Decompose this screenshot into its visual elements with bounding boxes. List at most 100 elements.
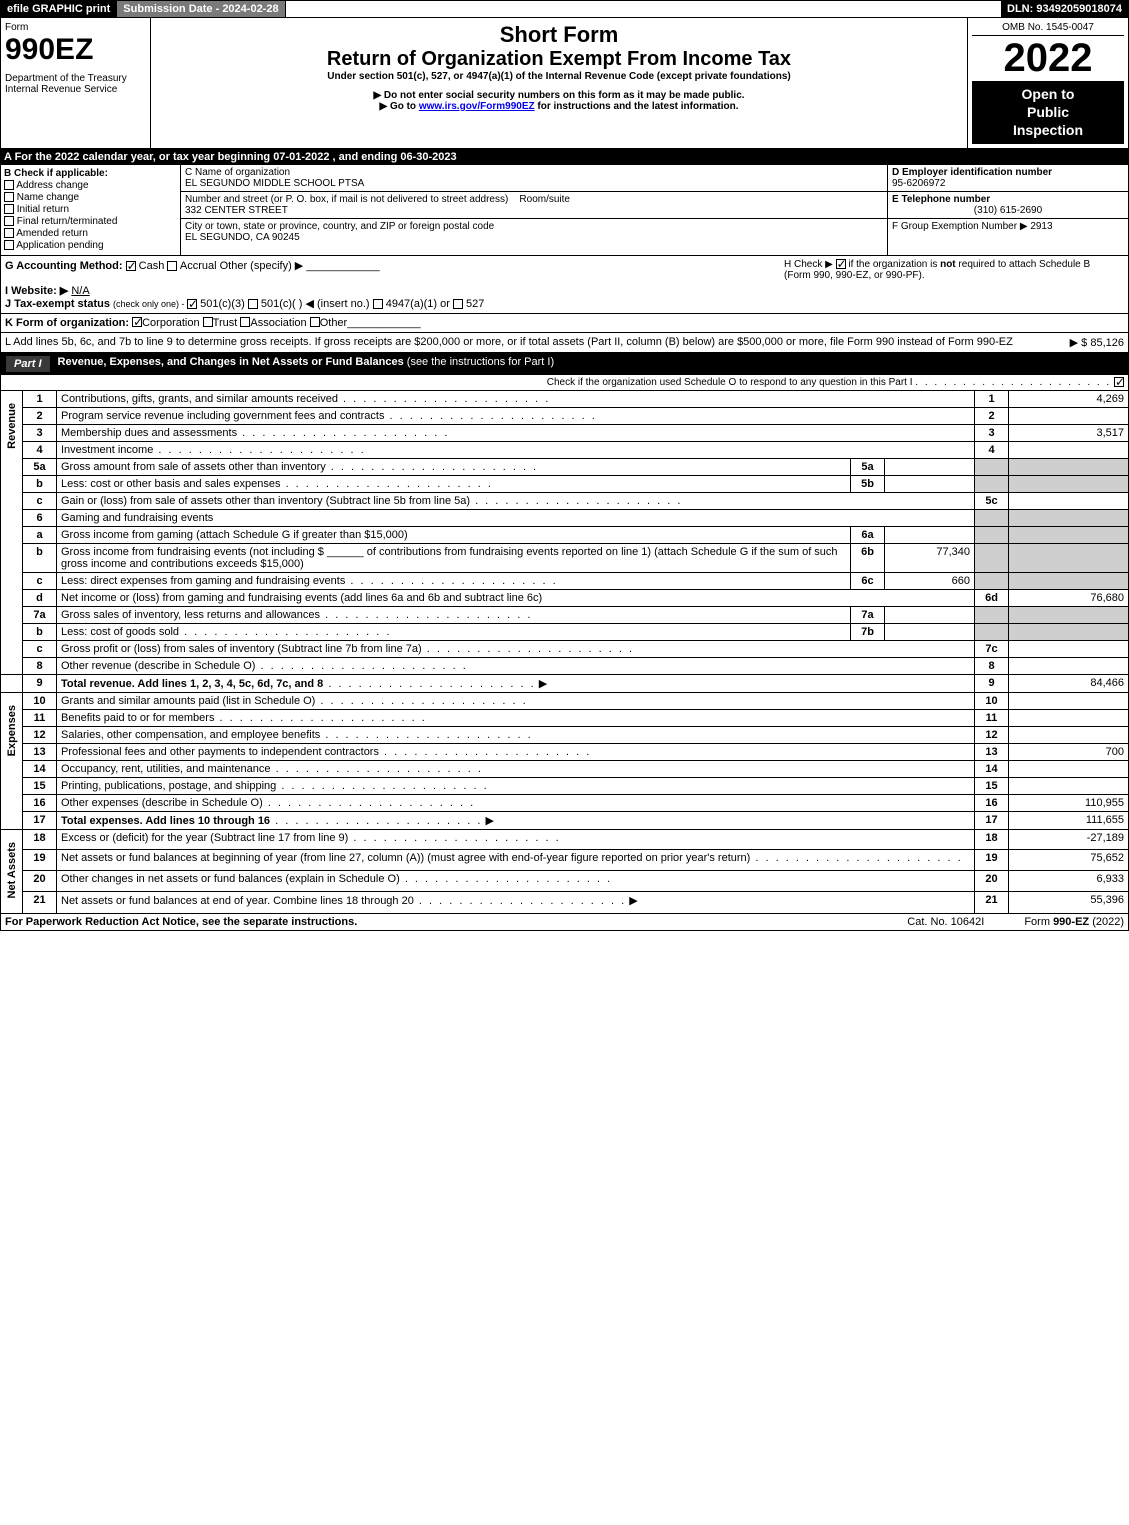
association-checkbox[interactable]: [240, 317, 250, 327]
b-opt-1: Name change: [17, 192, 79, 203]
initial-return-checkbox[interactable]: [4, 204, 14, 214]
line-10-lineno: 10: [975, 692, 1009, 709]
line-1-amount: 4,269: [1009, 391, 1129, 408]
line-12-lineno: 12: [975, 726, 1009, 743]
line-3-lineno: 3: [975, 424, 1009, 441]
line-6d-num: d: [23, 589, 57, 606]
j-label: J Tax-exempt status: [5, 298, 110, 310]
trust-checkbox[interactable]: [203, 317, 213, 327]
line-6b-subnum: 6b: [851, 543, 885, 572]
h-not: not: [940, 259, 956, 270]
schedule-o-checkbox[interactable]: [1114, 377, 1124, 387]
b-opt-4: Amended return: [16, 228, 88, 239]
line-17-lineno: 17: [975, 811, 1009, 829]
irs-link[interactable]: www.irs.gov/Form990EZ: [419, 101, 535, 112]
schedule-b-checkbox[interactable]: [836, 259, 846, 269]
section-c: C Name of organization EL SEGUNDO MIDDLE…: [181, 165, 888, 255]
line-15-desc: Printing, publications, postage, and shi…: [61, 780, 276, 792]
expenses-side-label: Expenses: [6, 695, 18, 766]
efile-print-button[interactable]: efile GRAPHIC print: [1, 1, 117, 17]
org-city: EL SEGUNDO, CA 90245: [185, 232, 300, 243]
line-7b-subnum: 7b: [851, 623, 885, 640]
j-o1: 501(c)(3): [200, 298, 245, 310]
line-14-num: 14: [23, 760, 57, 777]
line-8-amount: [1009, 657, 1129, 674]
part-i-label: Part I: [6, 356, 50, 372]
line-6d-lineno: 6d: [975, 589, 1009, 606]
line-17-arrow: ▶: [485, 815, 493, 827]
line-8-lineno: 8: [975, 657, 1009, 674]
final-return-checkbox[interactable]: [4, 216, 14, 226]
form-word: Form: [5, 22, 146, 33]
line-6-num: 6: [23, 509, 57, 526]
line-10-desc: Grants and similar amounts paid (list in…: [61, 695, 315, 707]
g-accrual: Accrual: [180, 260, 217, 272]
line-10-num: 10: [23, 692, 57, 709]
4947-checkbox[interactable]: [373, 299, 383, 309]
line-16-desc: Other expenses (describe in Schedule O): [61, 797, 263, 809]
b-opt-5: Application pending: [16, 240, 103, 251]
part-i-title-paren: (see the instructions for Part I): [407, 356, 554, 372]
line-5c-lineno: 5c: [975, 492, 1009, 509]
line-21-lineno: 21: [975, 891, 1009, 913]
corporation-checkbox[interactable]: [132, 317, 142, 327]
k-o2: Trust: [213, 317, 238, 329]
line-1-num: 1: [23, 391, 57, 408]
527-checkbox[interactable]: [453, 299, 463, 309]
j-o2: 501(c)( ) ◀ (insert no.): [261, 298, 370, 310]
j-o3: 4947(a)(1) or: [386, 298, 450, 310]
cash-checkbox[interactable]: [126, 261, 136, 271]
h-text2: if the organization is: [848, 259, 940, 270]
line-11-amount: [1009, 709, 1129, 726]
accrual-checkbox[interactable]: [167, 261, 177, 271]
footer-mid: Cat. No. 10642I: [907, 916, 984, 928]
l-amount: ▶ $ 85,126: [1070, 336, 1124, 349]
website-value: N/A: [71, 285, 89, 297]
line-15-lineno: 15: [975, 777, 1009, 794]
501c3-checkbox[interactable]: [187, 299, 197, 309]
line-7b-num: b: [23, 623, 57, 640]
short-form-title: Short Form: [155, 22, 963, 48]
line-6a-subnum: 6a: [851, 526, 885, 543]
line-13-desc: Professional fees and other payments to …: [61, 746, 379, 758]
ein: 95-6206972: [892, 178, 945, 189]
section-k: K Form of organization: Corporation Trus…: [0, 314, 1129, 333]
line-4-lineno: 4: [975, 441, 1009, 458]
c-city-label: City or town, state or province, country…: [185, 221, 494, 232]
open1: Open to: [976, 85, 1120, 103]
line-1-desc: Contributions, gifts, grants, and simila…: [61, 393, 338, 405]
line-19-amount: 75,652: [1009, 850, 1129, 871]
line-3-desc: Membership dues and assessments: [61, 427, 237, 439]
line-21-arrow: ▶: [629, 895, 637, 907]
line-18-desc: Excess or (deficit) for the year (Subtra…: [61, 832, 348, 844]
line-13-amount: 700: [1009, 743, 1129, 760]
line-19-desc: Net assets or fund balances at beginning…: [61, 852, 750, 864]
line-17-desc: Total expenses. Add lines 10 through 16: [61, 815, 270, 827]
application-pending-checkbox[interactable]: [4, 240, 14, 250]
line-2-lineno: 2: [975, 407, 1009, 424]
line-8-desc: Other revenue (describe in Schedule O): [61, 660, 255, 672]
other-org-checkbox[interactable]: [310, 317, 320, 327]
open2: Public: [976, 103, 1120, 121]
line-1-lineno: 1: [975, 391, 1009, 408]
return-title: Return of Organization Exempt From Incom…: [155, 48, 963, 71]
address-change-checkbox[interactable]: [4, 180, 14, 190]
line-8-num: 8: [23, 657, 57, 674]
b-opt-0: Address change: [16, 180, 88, 191]
dln: DLN: 93492059018074: [1001, 1, 1128, 17]
line-7c-amount: [1009, 640, 1129, 657]
line-14-amount: [1009, 760, 1129, 777]
line-6b-num: b: [23, 543, 57, 572]
line-6b-desc1: Gross income from fundraising events (no…: [61, 546, 324, 558]
line-19-lineno: 19: [975, 850, 1009, 871]
subtitle: Under section 501(c), 527, or 4947(a)(1)…: [155, 71, 963, 82]
line-6d-desc: Net income or (loss) from gaming and fun…: [61, 592, 542, 604]
open3: Inspection: [976, 121, 1120, 139]
part-i-header: Part I Revenue, Expenses, and Changes in…: [0, 353, 1129, 375]
name-change-checkbox[interactable]: [4, 192, 14, 202]
e-tel-label: E Telephone number: [892, 194, 990, 205]
line-12-desc: Salaries, other compensation, and employ…: [61, 729, 320, 741]
line-6c-subnum: 6c: [851, 572, 885, 589]
amended-return-checkbox[interactable]: [4, 228, 14, 238]
501c-checkbox[interactable]: [248, 299, 258, 309]
